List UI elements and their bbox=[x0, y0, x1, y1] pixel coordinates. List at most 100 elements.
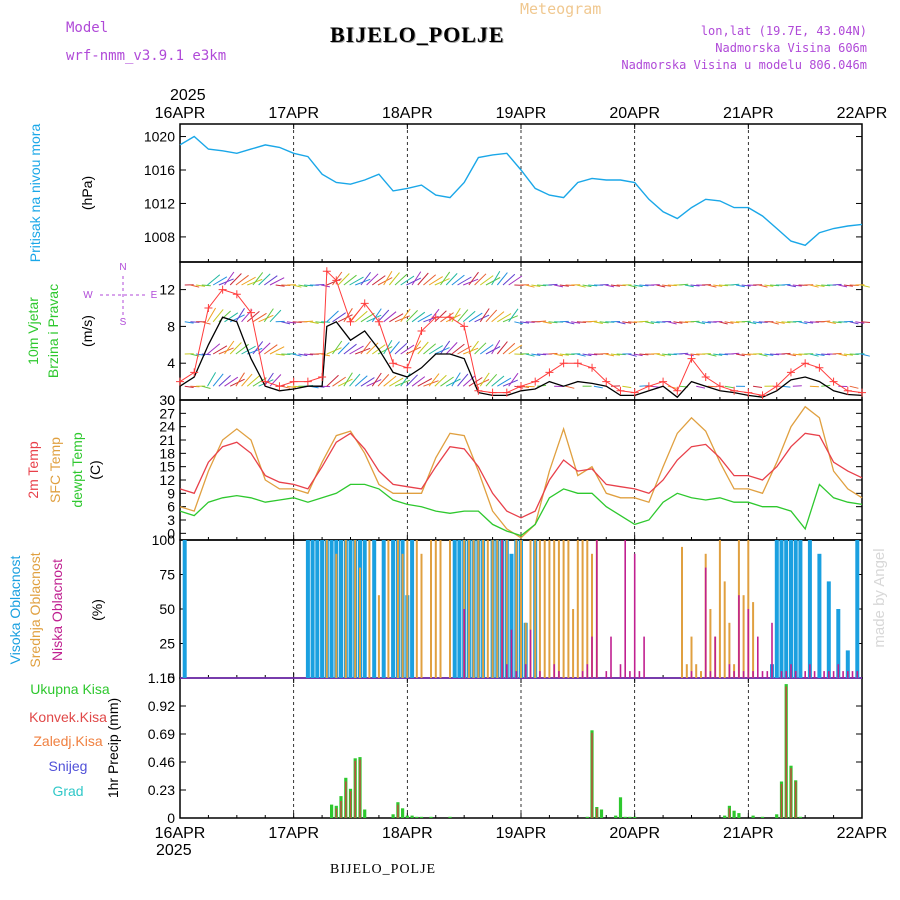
y-tick-label: 1020 bbox=[144, 129, 175, 145]
cloud-bar-1 bbox=[377, 595, 380, 678]
wind-arrow bbox=[622, 385, 632, 389]
precip-total-bar bbox=[723, 815, 727, 818]
wind-arrow bbox=[264, 344, 278, 355]
gust-marker bbox=[786, 368, 795, 377]
wind-arrow bbox=[428, 345, 443, 355]
cloud-bar-1 bbox=[524, 622, 527, 678]
cloud-bar-2 bbox=[823, 671, 825, 678]
cloud-bar-0 bbox=[784, 540, 789, 678]
wind-arrow bbox=[605, 284, 615, 288]
wind-arrow bbox=[627, 353, 637, 357]
precip-conv-bar bbox=[349, 791, 352, 818]
wind-arrow bbox=[599, 284, 609, 286]
x-tick-label-bottom: 21APR bbox=[723, 825, 774, 842]
precip-total-bar bbox=[415, 816, 419, 818]
wind-arrow bbox=[639, 353, 649, 356]
gust-marker bbox=[843, 386, 852, 395]
gust-marker bbox=[758, 391, 767, 400]
cloud-bar-0 bbox=[452, 540, 457, 678]
wind-arrow bbox=[315, 284, 325, 286]
wind-arrow bbox=[508, 344, 523, 355]
wind-arrow bbox=[190, 385, 200, 388]
cloud-bar-2 bbox=[629, 671, 631, 678]
chart-subtitle: Meteogram bbox=[520, 0, 602, 18]
precip-legend-2: Konvek.Kisa bbox=[29, 709, 107, 725]
wind-arrow bbox=[479, 344, 494, 355]
cloud-bar-1 bbox=[325, 540, 328, 678]
cloud-bar-2 bbox=[828, 671, 830, 678]
gust-marker bbox=[322, 267, 331, 276]
wind-arrow bbox=[445, 378, 461, 387]
cloud-bar-2 bbox=[785, 671, 787, 678]
wind-arrow bbox=[809, 385, 819, 388]
wind-arrow bbox=[423, 343, 437, 355]
wind-arrow bbox=[616, 284, 626, 287]
panel-title-temp-2m: 2m Temp bbox=[25, 441, 41, 499]
wind-arrow bbox=[292, 321, 302, 323]
wind-arrow bbox=[639, 320, 649, 323]
x-tick-label-bottom: 16APR bbox=[155, 825, 206, 842]
wind-arrow bbox=[212, 373, 224, 387]
wind-arrow bbox=[207, 372, 217, 387]
wind-arrow bbox=[196, 284, 206, 287]
gust-marker bbox=[744, 388, 753, 397]
wind-arrow bbox=[468, 340, 479, 355]
cloud-bar-0 bbox=[348, 540, 353, 678]
wind-arrow bbox=[747, 321, 757, 325]
wind-arrow bbox=[411, 376, 426, 387]
y-tick-label: 6 bbox=[167, 499, 175, 515]
cloud-bar-2 bbox=[591, 636, 593, 678]
wind-arrow bbox=[684, 353, 694, 357]
wind-arrow bbox=[264, 275, 278, 286]
wind-arrow bbox=[377, 309, 390, 323]
wind-arrow bbox=[679, 321, 689, 324]
wind-arrow bbox=[730, 283, 740, 286]
wind-arrow bbox=[371, 275, 386, 286]
cloud-bar-1 bbox=[557, 540, 560, 678]
wind-arrow bbox=[519, 321, 530, 324]
compass-rose-icon bbox=[100, 276, 146, 318]
wind-arrow bbox=[440, 376, 454, 387]
wind-arrow bbox=[741, 284, 751, 287]
wind-arrow bbox=[855, 321, 865, 324]
gust-marker bbox=[687, 354, 696, 363]
cloud-bar-1 bbox=[581, 540, 584, 678]
cloud-bar-2 bbox=[837, 664, 840, 678]
cloud-bar-0 bbox=[457, 540, 462, 678]
cloud-bar-1 bbox=[572, 609, 575, 678]
precip-total-bar bbox=[628, 816, 632, 818]
gust-marker bbox=[275, 382, 284, 391]
gust-marker bbox=[360, 299, 369, 308]
wind-arrow bbox=[292, 353, 302, 357]
wind-arrow bbox=[366, 379, 382, 387]
cloud-bar-2 bbox=[733, 671, 735, 678]
cloud-bar-2 bbox=[738, 595, 740, 678]
wind-arrow bbox=[389, 313, 404, 323]
y-tick-label: 8 bbox=[167, 318, 175, 334]
model-label: Model bbox=[66, 20, 109, 36]
wind-arrow bbox=[269, 374, 282, 387]
wind-arrow bbox=[741, 320, 751, 323]
wind-arrow bbox=[366, 342, 379, 355]
wind-arrow bbox=[406, 277, 422, 286]
wind-arrow bbox=[542, 321, 552, 324]
cloud-bar-1 bbox=[420, 553, 423, 678]
wind-arrow bbox=[496, 272, 508, 286]
wind-arrow bbox=[332, 312, 346, 323]
wind-arrow bbox=[758, 353, 768, 357]
wind-arrow bbox=[707, 353, 717, 357]
wind-arrow bbox=[599, 321, 609, 324]
gust-marker bbox=[630, 388, 639, 397]
wind-arrow bbox=[474, 314, 490, 323]
cloud-bar-0 bbox=[391, 540, 396, 678]
wind-arrow bbox=[497, 313, 512, 323]
gust-marker bbox=[445, 313, 454, 322]
wind-arrow bbox=[269, 309, 282, 323]
wind-arrow bbox=[212, 345, 228, 355]
wind-arrow bbox=[627, 321, 638, 324]
cloud-bar-1 bbox=[387, 540, 390, 678]
gust-marker bbox=[289, 377, 298, 386]
wind-arrow bbox=[468, 271, 479, 286]
wind-arrow bbox=[582, 353, 592, 357]
